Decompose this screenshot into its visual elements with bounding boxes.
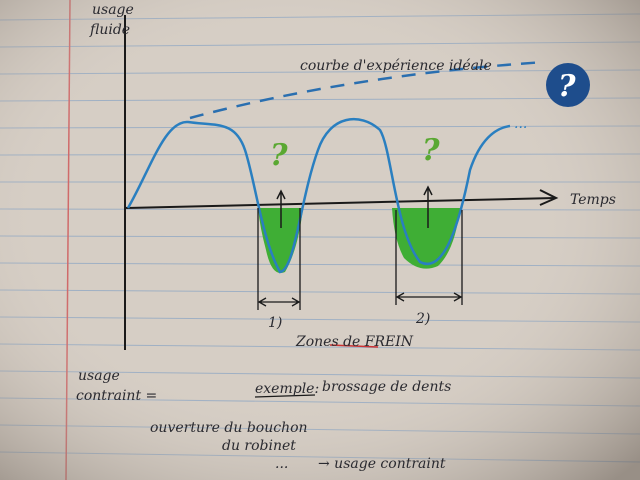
- question-mark: ?: [270, 138, 288, 173]
- arrow-up: [276, 189, 286, 228]
- y-bottom-label: usage: [78, 368, 120, 384]
- underline: [329, 344, 379, 348]
- underline: [254, 394, 316, 398]
- example-title: exemple:: [255, 381, 319, 397]
- x-arrow: [539, 189, 559, 206]
- example-text: brossage de dents: [322, 379, 451, 395]
- zone-label: 2): [415, 311, 430, 327]
- badge: [546, 63, 590, 107]
- zone-label: 1): [268, 315, 282, 331]
- example-line: du robinet: [222, 438, 296, 454]
- bracket-2: [395, 210, 463, 305]
- question-mark: ?: [422, 133, 440, 168]
- example-line: ouverture du bouchon: [150, 420, 308, 436]
- x-label: Temps: [570, 192, 616, 208]
- bracket-1: [257, 208, 301, 310]
- zones-label: Zones de FREIN: [295, 334, 414, 350]
- y-bottom-label: contraint =: [76, 388, 157, 404]
- curve: [126, 117, 511, 274]
- ideal-curve: [189, 60, 546, 120]
- example-line: ...: [275, 456, 288, 472]
- ideal-curve-label: courbe d'expérience idéale: [300, 58, 492, 74]
- question-mark: ?: [558, 69, 576, 104]
- example-line: → usage contraint: [318, 456, 446, 472]
- dots: ...: [514, 116, 527, 132]
- x-axis: [124, 197, 556, 209]
- arrow-up: [423, 185, 433, 228]
- y-top-label: fluide: [89, 22, 130, 38]
- y-top-label: usage: [92, 2, 134, 18]
